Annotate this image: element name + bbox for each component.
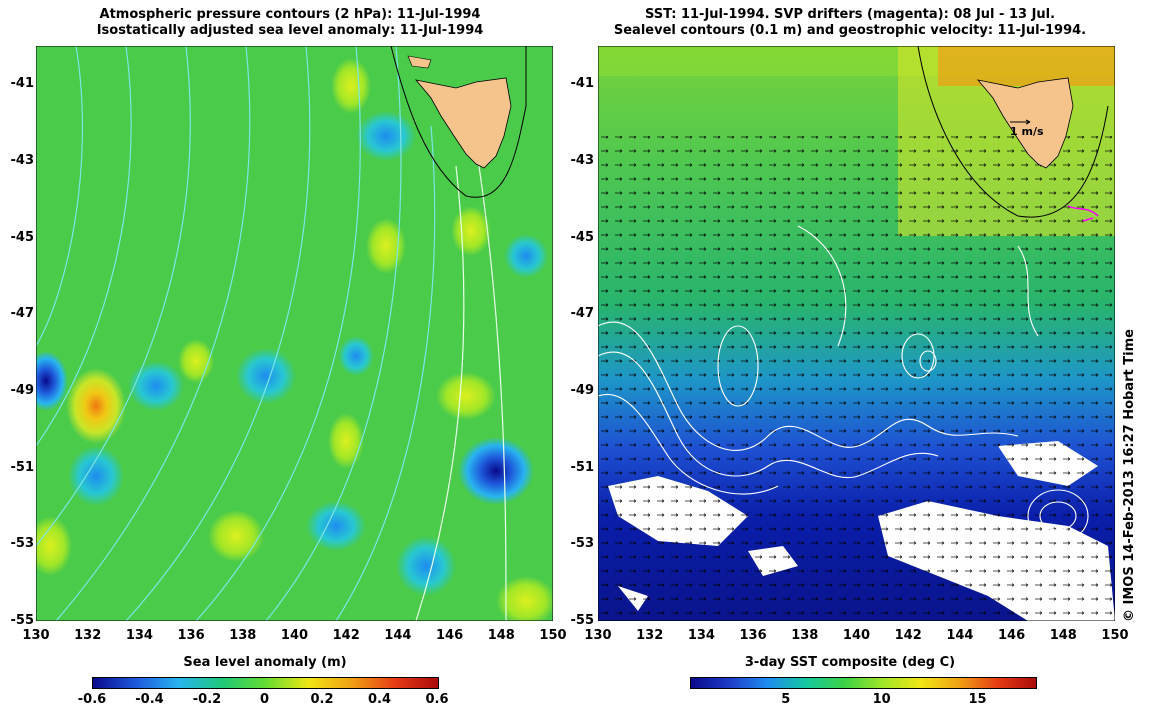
lat-tick-label: -53 [10,536,35,552]
lat-tick-label: -43 [570,153,595,168]
right-map-panel [598,46,1115,621]
lat-tick-label: -47 [10,306,35,322]
left-title-line1: Atmospheric pressure contours (2 hPa): 1… [99,7,481,22]
lon-tick-label: 144 [384,628,412,643]
colorbar-tick-label: -0.4 [135,692,164,707]
right-title-line1: SST: 11-Jul-1994. SVP drifters (magenta)… [644,7,1056,22]
colorbar-tick-label: -0.6 [77,692,107,707]
left-colorbar [92,677,439,689]
colorbar-tick-label: 0.4 [367,692,392,707]
lon-tick-label: 142 [332,628,360,643]
colorbar-tick-label: 0.2 [310,692,334,707]
lon-tick-label: 134 [125,628,153,643]
lon-tick-label: 140 [280,628,309,643]
colorbar-tick-label: 10 [872,692,891,707]
lon-tick-label: 150 [1101,628,1129,643]
lon-tick-label: 148 [1049,628,1077,643]
lat-tick-label: -51 [570,459,595,475]
colorbar-tick-label: 0.6 [425,692,449,707]
left-map-panel [36,46,553,621]
right-colorbar [690,677,1037,689]
lon-tick-label: 136 [177,628,205,643]
lon-tick-label: 140 [842,628,871,643]
lat-tick-label: -45 [10,229,35,245]
velocity-scale-label: 1 m/s [1010,125,1044,138]
lat-tick-label: -49 [10,383,35,398]
lon-tick-label: 146 [998,628,1026,643]
colorbar-tick-label: 15 [968,692,987,707]
lon-tick-label: 132 [74,628,102,643]
lon-tick-label: 136 [739,628,767,643]
lat-tick-label: -55 [570,613,595,628]
colorbar-tick-label: 5 [781,692,791,707]
right-colorbar-label: 3-day SST composite (deg C) [744,655,956,670]
colorbar-tick-label: -0.2 [192,692,222,707]
lat-tick-label: -53 [570,536,595,552]
right-title-line2: Sealevel contours (0.1 m) and geostrophi… [613,23,1087,38]
lat-tick-label: -43 [10,153,35,168]
colorbar-tick-label: 0 [259,692,270,707]
lat-tick-label: -41 [10,76,35,92]
lon-tick-label: 138 [229,628,257,643]
lon-tick-label: 138 [791,628,819,643]
lon-tick-label: 132 [636,628,664,643]
lon-tick-label: 148 [487,628,515,643]
lat-tick-label: -49 [570,383,595,398]
lat-tick-label: -55 [10,613,35,628]
credit-text: © IMOS 14-Feb-2013 16:27 Hobart Time [1122,329,1137,622]
lat-tick-label: -47 [570,306,595,322]
lat-tick-label: -45 [570,229,595,245]
lat-tick-label: -41 [570,76,595,92]
lon-tick-label: 150 [539,628,567,643]
lon-tick-label: 130 [584,628,612,643]
lon-tick-label: 142 [894,628,922,643]
lon-tick-label: 130 [22,628,50,643]
lon-tick-label: 134 [687,628,715,643]
lon-tick-label: 144 [946,628,974,643]
lat-tick-label: -51 [10,459,35,475]
left-title-line2: Isostatically adjusted sea level anomaly… [96,23,484,38]
lon-tick-label: 146 [436,628,464,643]
left-colorbar-label: Sea level anomaly (m) [183,655,347,670]
